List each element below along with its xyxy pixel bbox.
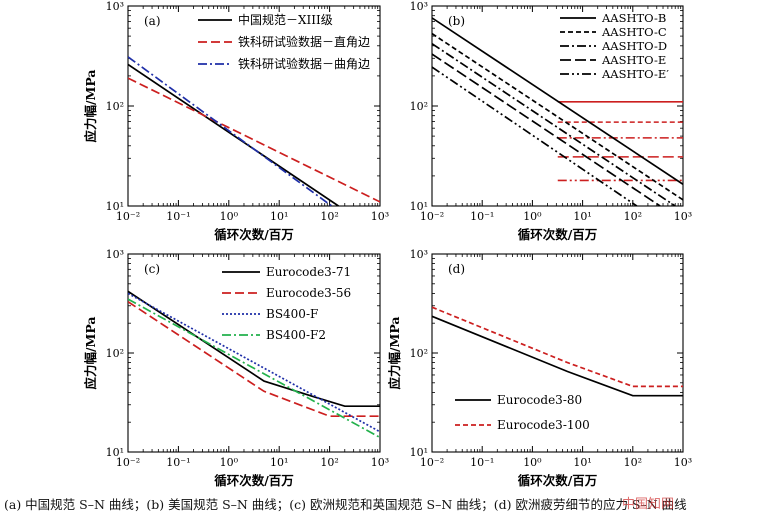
x-tick-label: 10⁰ (220, 210, 239, 223)
chart-panel-1: 10⁻² 10⁻¹ 10⁰ 10¹ 10² 10³ 10¹ 10² 10³ (a) 循环次数/百万 应… (83, 0, 389, 242)
legend-label: Eurocode3-56 (266, 286, 351, 300)
series-line-1 (432, 17, 683, 186)
legend-label: BS400-F (266, 307, 318, 321)
legend: Eurocode3-80 Eurocode3-100 (455, 393, 590, 432)
plot-frame (127, 5, 381, 207)
legend-label: AASHTO-E (601, 53, 666, 67)
x-axis-label: 循环次数/百万 (214, 473, 294, 488)
figure-caption: (a) 中国规范 S–N 曲线；(b) 美国规范 S–N 曲线；(c) 欧洲规范… (4, 497, 687, 512)
x-tick-label: 10¹ (270, 210, 288, 223)
series-line-3 (432, 42, 676, 206)
chart-panel-3: 10⁻² 10⁻¹ 10⁰ 10¹ 10² 10³ 10¹ 10² 10³ (c) 循环次数/百万 应… (83, 248, 389, 488)
legend: AASHTO-BAASHTO-CAASHTO-DAASHTO-EAASHTO-E… (560, 11, 669, 81)
x-tick-label: 10³ (371, 210, 389, 223)
x-tick-label: 10² (320, 210, 338, 223)
legend-label: AASHTO-D (601, 39, 667, 53)
plot-area (432, 306, 683, 397)
y-tick-label: 10² (106, 347, 124, 360)
y-tick-label: 10³ (410, 248, 428, 261)
series-line-1 (128, 290, 380, 408)
x-axis-label: 循环次数/百万 (518, 473, 598, 488)
x-tick-label: 10⁻² (420, 456, 444, 469)
x-tick-label: 10¹ (573, 210, 591, 223)
series-line-3 (128, 56, 333, 206)
series-line-4 (128, 298, 380, 439)
x-tick-label: 10⁻¹ (166, 210, 190, 223)
series-line-2 (128, 77, 380, 203)
x-tick-label: 10⁰ (523, 210, 542, 223)
x-tick-label: 10² (624, 210, 642, 223)
y-axis-label: 应力幅/MPa (83, 69, 98, 142)
x-tick-label: 10⁰ (523, 456, 542, 469)
legend-label: AASHTO-B (601, 11, 666, 25)
x-tick-label: 10³ (674, 210, 692, 223)
x-tick-label: 10⁻² (116, 456, 140, 469)
y-axis-label: 应力幅/MPa (83, 316, 98, 389)
watermark: 中国知网 (622, 497, 675, 512)
legend-label: 铁科研试验数据－曲角边 (238, 56, 370, 71)
x-tick-label: 10⁰ (220, 456, 239, 469)
y-tick-label: 10³ (106, 248, 124, 261)
panel-label: (b) (448, 14, 465, 28)
legend-label: 铁科研试验数据－直角边 (238, 34, 370, 49)
plot-area (128, 56, 380, 206)
legend-label: Eurocode3-80 (497, 393, 582, 407)
x-tick-label: 10⁻¹ (470, 456, 494, 469)
legend: Eurocode3-71 Eurocode3-56 BS400-F BS400-F2 (222, 265, 351, 342)
plot-area (128, 290, 380, 439)
figure: 10⁻² 10⁻¹ 10⁰ 10¹ 10² 10³10¹10²10³(a)循环次数/百万应… (83, 0, 693, 488)
legend-label: Eurocode3-71 (266, 265, 351, 279)
x-tick-label: 10³ (371, 456, 389, 469)
x-tick-label: 10⁻² (116, 210, 140, 223)
series-line-4 (432, 53, 661, 206)
panel-label: (d) (448, 262, 465, 276)
x-tick-label: 10¹ (573, 456, 591, 469)
x-tick-label: 10² (624, 456, 642, 469)
chart-panel-2: 10⁻² 10⁻¹ 10⁰ 10¹ 10² 10³ 10¹ 10² 10³ (b) 循环次数/百万 A… (410, 0, 693, 242)
series-line-2 (432, 32, 683, 201)
series-line-1 (432, 315, 683, 397)
plot-area (432, 17, 683, 206)
y-tick-label: 10³ (106, 0, 124, 13)
y-axis-label: 应力幅/MPa (387, 316, 402, 389)
legend-label: Eurocode3-100 (497, 418, 590, 432)
y-tick-label: 10¹ (410, 446, 428, 459)
y-tick-label: 10³ (410, 0, 428, 13)
legend-label: 中国规范－XIII级 (238, 12, 333, 27)
series-line-1 (128, 63, 339, 206)
x-tick-label: 10⁻¹ (166, 456, 190, 469)
y-tick-label: 10¹ (106, 446, 124, 459)
series-line-2 (128, 300, 380, 418)
legend-label: AASHTO-E′ (601, 67, 669, 81)
series-line-2 (432, 306, 683, 388)
plot-frame (127, 253, 381, 453)
x-axis-label: 循环次数/百万 (214, 227, 294, 242)
panel-label: (a) (144, 14, 161, 28)
y-tick-label: 10² (410, 347, 428, 360)
chart-panel-4: 10⁻² 10⁻¹ 10⁰ 10¹ 10² 10³ 10¹ 10² 10³ (d) 循环次数/百万 应… (387, 248, 692, 488)
x-tick-label: 10² (320, 456, 338, 469)
y-tick-label: 10¹ (410, 200, 428, 213)
plot-frame (431, 253, 684, 453)
legend-label: AASHTO-C (601, 25, 667, 39)
series-line-5 (432, 66, 638, 206)
x-tick-label: 10⁻² (420, 210, 444, 223)
y-tick-label: 10² (410, 100, 428, 113)
y-tick-label: 10¹ (106, 200, 124, 213)
legend-label: BS400-F2 (266, 328, 326, 342)
y-tick-label: 10² (106, 100, 124, 113)
plot-frame (431, 5, 684, 207)
x-axis-label: 循环次数/百万 (518, 227, 598, 242)
x-tick-label: 10³ (674, 456, 692, 469)
panel-label: (c) (144, 262, 160, 276)
x-tick-label: 10⁻¹ (470, 210, 494, 223)
x-tick-label: 10¹ (270, 456, 288, 469)
